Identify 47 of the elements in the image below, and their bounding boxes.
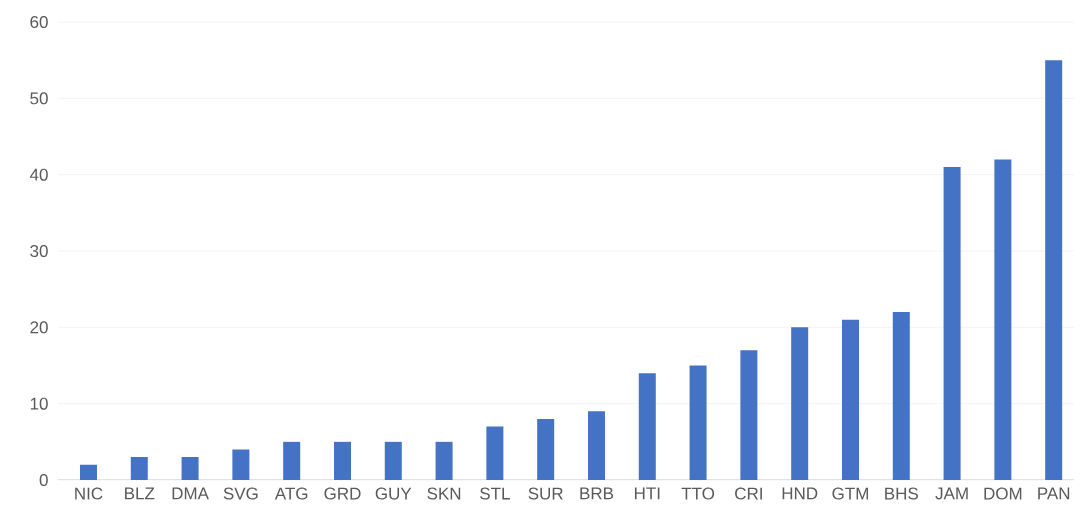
bar — [791, 327, 809, 480]
x-tick-label: STL — [480, 487, 510, 500]
y-tick-label: 10 — [30, 397, 48, 410]
bar — [384, 441, 402, 480]
y-tick-label: 50 — [30, 92, 48, 105]
bar — [943, 167, 961, 480]
y-tick-label: 0 — [39, 473, 48, 487]
x-tick-label: BRB — [580, 487, 614, 500]
bar — [537, 418, 555, 480]
bar — [841, 319, 859, 480]
bar — [689, 365, 707, 480]
bar — [740, 350, 758, 480]
bar — [1045, 60, 1063, 480]
x-tick-label: DOM — [984, 487, 1022, 500]
x-tick-label: DMA — [172, 487, 209, 500]
x-tick-label: SKN — [427, 487, 461, 500]
x-tick-label: BLZ — [125, 487, 155, 500]
bar — [892, 312, 910, 480]
x-tick-label: HTI — [634, 487, 660, 500]
x-tick-label: NIC — [75, 487, 103, 500]
y-tick-label: 60 — [30, 15, 48, 29]
x-tick-label: JAM — [935, 487, 968, 500]
x-tick-label: CRI — [735, 487, 762, 500]
bar — [283, 441, 301, 480]
y-tick-label: 30 — [30, 244, 48, 258]
x-tick-label: BHS — [885, 487, 918, 500]
x-tick-label: SVG — [223, 487, 258, 500]
y-tick-label: 40 — [29, 168, 48, 181]
x-tick-label: GUY — [375, 487, 412, 500]
bar — [232, 449, 250, 480]
x-tick-label: GTM — [832, 487, 868, 500]
bar — [130, 457, 148, 480]
bar — [79, 464, 97, 480]
x-tick-label: ATG — [274, 487, 308, 500]
bar — [435, 441, 453, 480]
x-tick-label: SUR — [528, 487, 563, 500]
y-tick-label: 20 — [30, 321, 48, 334]
x-tick-label: HND — [782, 487, 818, 500]
bar — [587, 411, 605, 480]
bar — [333, 441, 351, 480]
x-tick-label: PAN — [1038, 487, 1070, 500]
x-tick-label: TTO — [681, 487, 715, 500]
bar — [181, 457, 199, 480]
bar — [638, 373, 656, 480]
bar — [486, 426, 504, 480]
x-tick-label: GRD — [324, 487, 361, 500]
bar — [994, 159, 1012, 480]
